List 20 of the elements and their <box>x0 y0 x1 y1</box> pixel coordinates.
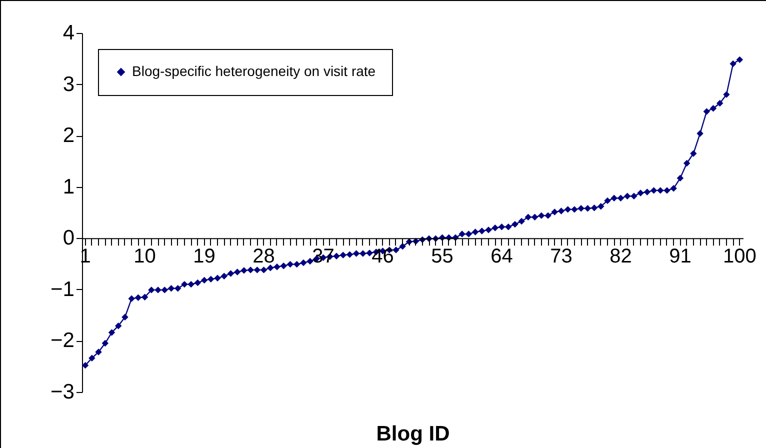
x-tick-label: 82 <box>610 246 632 268</box>
y-tick-label: 2 <box>62 124 74 148</box>
y-tick-label: 4 <box>62 22 75 44</box>
y-tick-label: −1 <box>50 278 74 301</box>
x-tick-label: 64 <box>490 246 513 268</box>
legend-label: Blog-specific heterogeneity on visit rate <box>132 63 376 79</box>
y-tick-label: 1 <box>62 175 74 198</box>
y-tick-label: −2 <box>50 329 74 352</box>
x-tick-label: 46 <box>372 246 394 268</box>
x-axis-title: Blog ID <box>376 422 450 446</box>
x-tick-label: 28 <box>252 246 275 268</box>
x-tick-label: 91 <box>669 246 692 268</box>
x-tick-label: 19 <box>193 246 216 268</box>
y-tick-label: −3 <box>50 380 74 404</box>
x-tick-label: 10 <box>134 246 156 268</box>
y-tick-label: 3 <box>62 72 74 96</box>
x-tick-label: 55 <box>431 246 454 268</box>
x-tick-label: 73 <box>550 246 572 268</box>
y-tick-label: 0 <box>62 226 74 250</box>
x-tick-label: 100 <box>723 246 756 268</box>
